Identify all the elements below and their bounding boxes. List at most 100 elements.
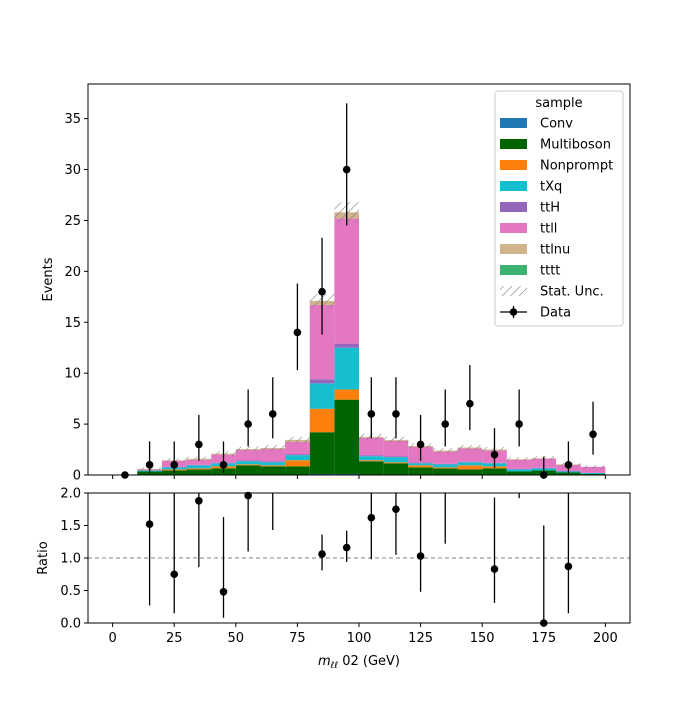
legend-label-stat-unc-: Stat. Unc. <box>540 285 604 300</box>
bar-nonprompt-bin-9 <box>334 389 359 400</box>
legend-swatch-ttll <box>500 223 527 233</box>
bar-ttll-bin-6 <box>260 449 286 462</box>
legend-label-multiboson: Multiboson <box>540 138 611 153</box>
main-x-ticks <box>112 475 606 479</box>
bar-multiboson-bin-14 <box>457 469 483 475</box>
bar-multiboson-bin-18 <box>556 472 581 475</box>
data-point-18 <box>564 461 573 469</box>
stat-unc-band-bin-14 <box>457 444 483 451</box>
main-panel: 0 5 10 15 20 25 30 35 Events <box>41 83 631 484</box>
bar-nonprompt-bin-6 <box>260 465 286 467</box>
bar-ttll-bin-16 <box>506 459 532 469</box>
bar-txq-bin-12 <box>408 463 433 466</box>
bar-multiboson-bin-5 <box>235 465 261 475</box>
bar-txq-bin-8 <box>309 383 335 409</box>
bar-multiboson-bin-12 <box>408 467 433 475</box>
ratio-point-3 <box>219 588 228 596</box>
bar-multiboson-bin-11 <box>383 463 409 475</box>
legend: sample Conv Multiboson Nonprompt tXq ttH ttll… <box>494 90 624 327</box>
bar-multiboson-bin-8 <box>309 432 335 474</box>
ratio-x-ticks: 0 25 50 75 100 125 150 175 200 <box>108 623 618 646</box>
data-points <box>121 103 597 479</box>
bar-nonprompt-bin-11 <box>383 462 409 464</box>
legend-swatch-multiboson <box>500 139 527 149</box>
ratio-point-5 <box>318 550 326 558</box>
bar-nonprompt-bin-5 <box>235 464 261 466</box>
legend-label-tttt: tttt <box>540 264 560 279</box>
stat-unc-band-bin-13 <box>432 448 458 454</box>
stacked-bars <box>137 212 606 475</box>
data-point-11 <box>392 410 400 418</box>
legend-label-txq: tXq <box>540 180 562 195</box>
ratio-x-tick-label-8: 200 <box>593 631 618 646</box>
bar-txq-bin-3 <box>186 465 212 469</box>
ratio-y-tick-label-1: 0.5 <box>60 584 81 599</box>
data-point-16 <box>515 420 523 428</box>
bar-multiboson-bin-9 <box>334 399 359 474</box>
bar-multiboson-bin-13 <box>432 468 458 475</box>
bar-txq-bin-5 <box>235 461 261 465</box>
main-y-tick-label-2: 10 <box>64 367 81 382</box>
main-y-tick-label-7: 35 <box>64 112 81 127</box>
data-point-10 <box>367 410 376 418</box>
bar-nonprompt-bin-3 <box>186 468 212 470</box>
ratio-panel: 0.0 0.5 1.0 1.5 2.0 0 25 50 75 100 125 150 175 200 R… <box>36 487 631 671</box>
main-y-tick-label-5: 25 <box>64 214 81 229</box>
ratio-point-12 <box>564 562 573 571</box>
ratio-point-0 <box>145 520 154 528</box>
legend-swatch-conv <box>500 118 527 128</box>
bar-multiboson-bin-7 <box>285 466 310 475</box>
bar-txq-bin-6 <box>260 462 286 466</box>
legend-label-data: Data <box>540 306 571 321</box>
legend-item-tttt: tttt <box>500 264 560 279</box>
bar-nonprompt-bin-13 <box>432 467 458 469</box>
bar-txq-bin-11 <box>383 457 409 463</box>
legend-item-data: Data <box>500 306 571 321</box>
bar-tth-bin-16 <box>506 468 532 470</box>
bar-txq-bin-14 <box>457 462 483 466</box>
bar-ttll-bin-7 <box>285 441 310 455</box>
ratio-y-axis-label: Ratio <box>36 541 51 574</box>
data-point-5 <box>244 420 252 428</box>
bar-multiboson-bin-10 <box>359 461 384 475</box>
ratio-plot-frame <box>87 492 631 624</box>
ratio-points <box>145 491 573 627</box>
bar-ttll-bin-3 <box>186 459 212 465</box>
ratio-x-tick-label-4: 100 <box>347 631 372 646</box>
main-y-tick-label-0: 0 <box>73 469 81 484</box>
ratio-y-tick-label-3: 1.5 <box>60 519 81 534</box>
ratio-x-tick-label-7: 175 <box>531 631 556 646</box>
bar-conv-bin-9 <box>334 473 359 475</box>
ratio-point-7 <box>367 513 376 522</box>
bar-tth-bin-10 <box>359 455 384 457</box>
legend-title: sample <box>535 96 582 111</box>
main-y-ticks: 0 5 10 15 20 25 30 35 <box>64 112 88 484</box>
legend-item-conv: Conv <box>500 117 573 132</box>
bar-nonprompt-bin-10 <box>359 460 384 462</box>
data-point-14 <box>466 399 474 408</box>
bar-tth-bin-13 <box>432 463 458 465</box>
stat-unc-band-bin-6 <box>260 444 286 452</box>
legend-label-nonprompt: Nonprompt <box>540 159 613 174</box>
bar-multiboson-bin-3 <box>186 469 212 475</box>
bar-nonprompt-bin-7 <box>285 460 310 467</box>
stat-unc-band-bin-19 <box>580 465 606 469</box>
legend-item-txq: tXq <box>500 180 562 195</box>
legend-swatch-tttt <box>500 265 527 275</box>
ratio-x-tick-label-6: 150 <box>470 631 495 646</box>
legend-label-conv: Conv <box>540 117 573 132</box>
bar-txq-bin-7 <box>285 455 310 461</box>
data-point-6 <box>268 410 277 418</box>
ratio-point-2 <box>195 497 203 505</box>
main-y-tick-label-1: 5 <box>73 418 81 433</box>
bar-ttll-bin-13 <box>432 451 458 464</box>
data-point-4 <box>219 461 228 469</box>
main-y-tick-label-6: 30 <box>64 163 81 178</box>
bar-txq-bin-10 <box>359 456 384 461</box>
legend-item-ttlnu: ttlnu <box>500 243 570 258</box>
ratio-x-tick-label-1: 25 <box>166 631 183 646</box>
bar-multiboson-bin-16 <box>506 471 532 475</box>
legend-label-ttll: ttll <box>540 222 557 237</box>
data-point-13 <box>441 420 450 428</box>
